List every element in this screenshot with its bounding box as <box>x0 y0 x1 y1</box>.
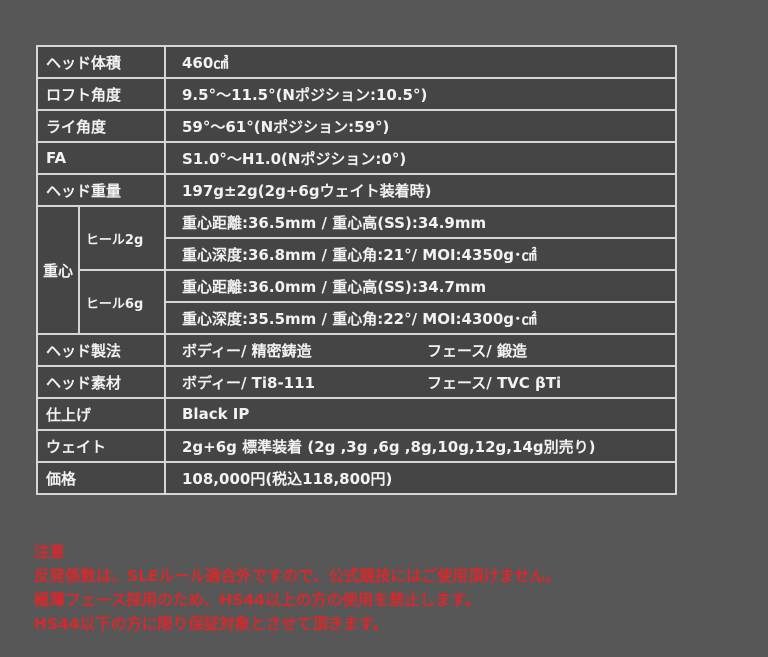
table-row: 重心 ヒール2g 重心距離:36.5mm / 重心高(SS):34.9mm <box>36 205 677 335</box>
row-value: 重心深度:35.5mm / 重心角:22°/ MOI:4300g･㎠ <box>164 301 677 335</box>
face-method: フェース/ 鍛造 <box>427 341 527 360</box>
cg-sub-label: ヒール2g <box>77 205 167 271</box>
spec-table: ヘッド体積 460㎤ ロフト角度 9.5°〜11.5°(Nポジション:10.5°) … <box>36 45 677 495</box>
row-label: FA <box>36 141 166 175</box>
table-row: ウェイト 2g+6g 標準装着 (2g ,3g ,6g ,8g,10g,12g,1… <box>36 429 677 463</box>
row-value: 197g±2g(2g+6gウェイト装着時) <box>164 173 677 207</box>
row-label: ライ角度 <box>36 109 166 143</box>
body-material: ボディー/ Ti8-111 <box>182 373 315 392</box>
cg-group-label: 重心 <box>36 205 80 335</box>
body-method: ボディー/ 精密鋳造 <box>182 341 312 360</box>
row-value: Black IP <box>164 397 677 431</box>
row-label: ヘッド重量 <box>36 173 166 207</box>
row-value: 2g+6g 標準装着 (2g ,3g ,6g ,8g,10g,12g,14g別売… <box>164 429 677 463</box>
row-label: 価格 <box>36 461 166 495</box>
table-row: 価格 108,000円(税込118,800円) <box>36 461 677 495</box>
table-row: 仕上げ Black IP <box>36 397 677 431</box>
notice-line: 極薄フェース採用のため、HS44以上の方の使用を禁止します。 <box>34 591 481 609</box>
table-row: 重心深度:35.5mm / 重心角:22°/ MOI:4300g･㎠ <box>37 301 677 335</box>
row-label: ヘッド体積 <box>36 45 166 79</box>
notice: 注意 反発係数は、SLEルール適合外ですので、公式競技にはご使用頂けません。 極… <box>34 540 561 636</box>
row-value: 9.5°〜11.5°(Nポジション:10.5°) <box>164 77 677 111</box>
row-value: 重心距離:36.0mm / 重心高(SS):34.7mm <box>164 269 677 303</box>
row-value: 108,000円(税込118,800円) <box>164 461 677 495</box>
notice-line: HS44以下の方に限り保証対象とさせて頂きます。 <box>34 615 389 633</box>
table-row: ライ角度 59°〜61°(Nポジション:59°) <box>36 109 677 143</box>
face-material: フェース/ TVC βTi <box>427 373 562 392</box>
table-row: FA S1.0°〜H1.0(Nポジション:0°) <box>36 141 677 175</box>
table-row: ヒール6g 重心距離:36.0mm / 重心高(SS):34.7mm <box>37 269 677 335</box>
notice-line: 反発係数は、SLEルール適合外ですので、公式競技にはご使用頂けません。 <box>34 567 561 585</box>
row-label: ウェイト <box>36 429 166 463</box>
row-label: ヘッド製法 <box>36 333 166 367</box>
cg-sub-label: ヒール6g <box>77 269 167 335</box>
row-label: 仕上げ <box>36 397 166 431</box>
table-row: ヘッド製法 ボディー/ 精密鋳造 フェース/ 鍛造 <box>36 333 677 367</box>
row-value: 重心深度:36.8mm / 重心角:21°/ MOI:4350g･㎠ <box>164 237 677 271</box>
row-value: ボディー/ 精密鋳造 フェース/ 鍛造 <box>164 333 677 367</box>
row-label: ロフト角度 <box>36 77 166 111</box>
table-row: ロフト角度 9.5°〜11.5°(Nポジション:10.5°) <box>36 77 677 111</box>
table-row: 重心深度:36.8mm / 重心角:21°/ MOI:4350g･㎠ <box>37 237 677 271</box>
row-value: ボディー/ Ti8-111 フェース/ TVC βTi <box>164 365 677 399</box>
row-value: 重心距離:36.5mm / 重心高(SS):34.9mm <box>164 205 677 239</box>
table-row: ヘッド体積 460㎤ <box>36 45 677 79</box>
row-value: S1.0°〜H1.0(Nポジション:0°) <box>164 141 677 175</box>
row-value: 59°〜61°(Nポジション:59°) <box>164 109 677 143</box>
row-value: 460㎤ <box>164 45 677 79</box>
row-label: ヘッド素材 <box>36 365 166 399</box>
table-row: ヘッド素材 ボディー/ Ti8-111 フェース/ TVC βTi <box>36 365 677 399</box>
table-row: ヘッド重量 197g±2g(2g+6gウェイト装着時) <box>36 173 677 207</box>
notice-title: 注意 <box>34 543 66 561</box>
